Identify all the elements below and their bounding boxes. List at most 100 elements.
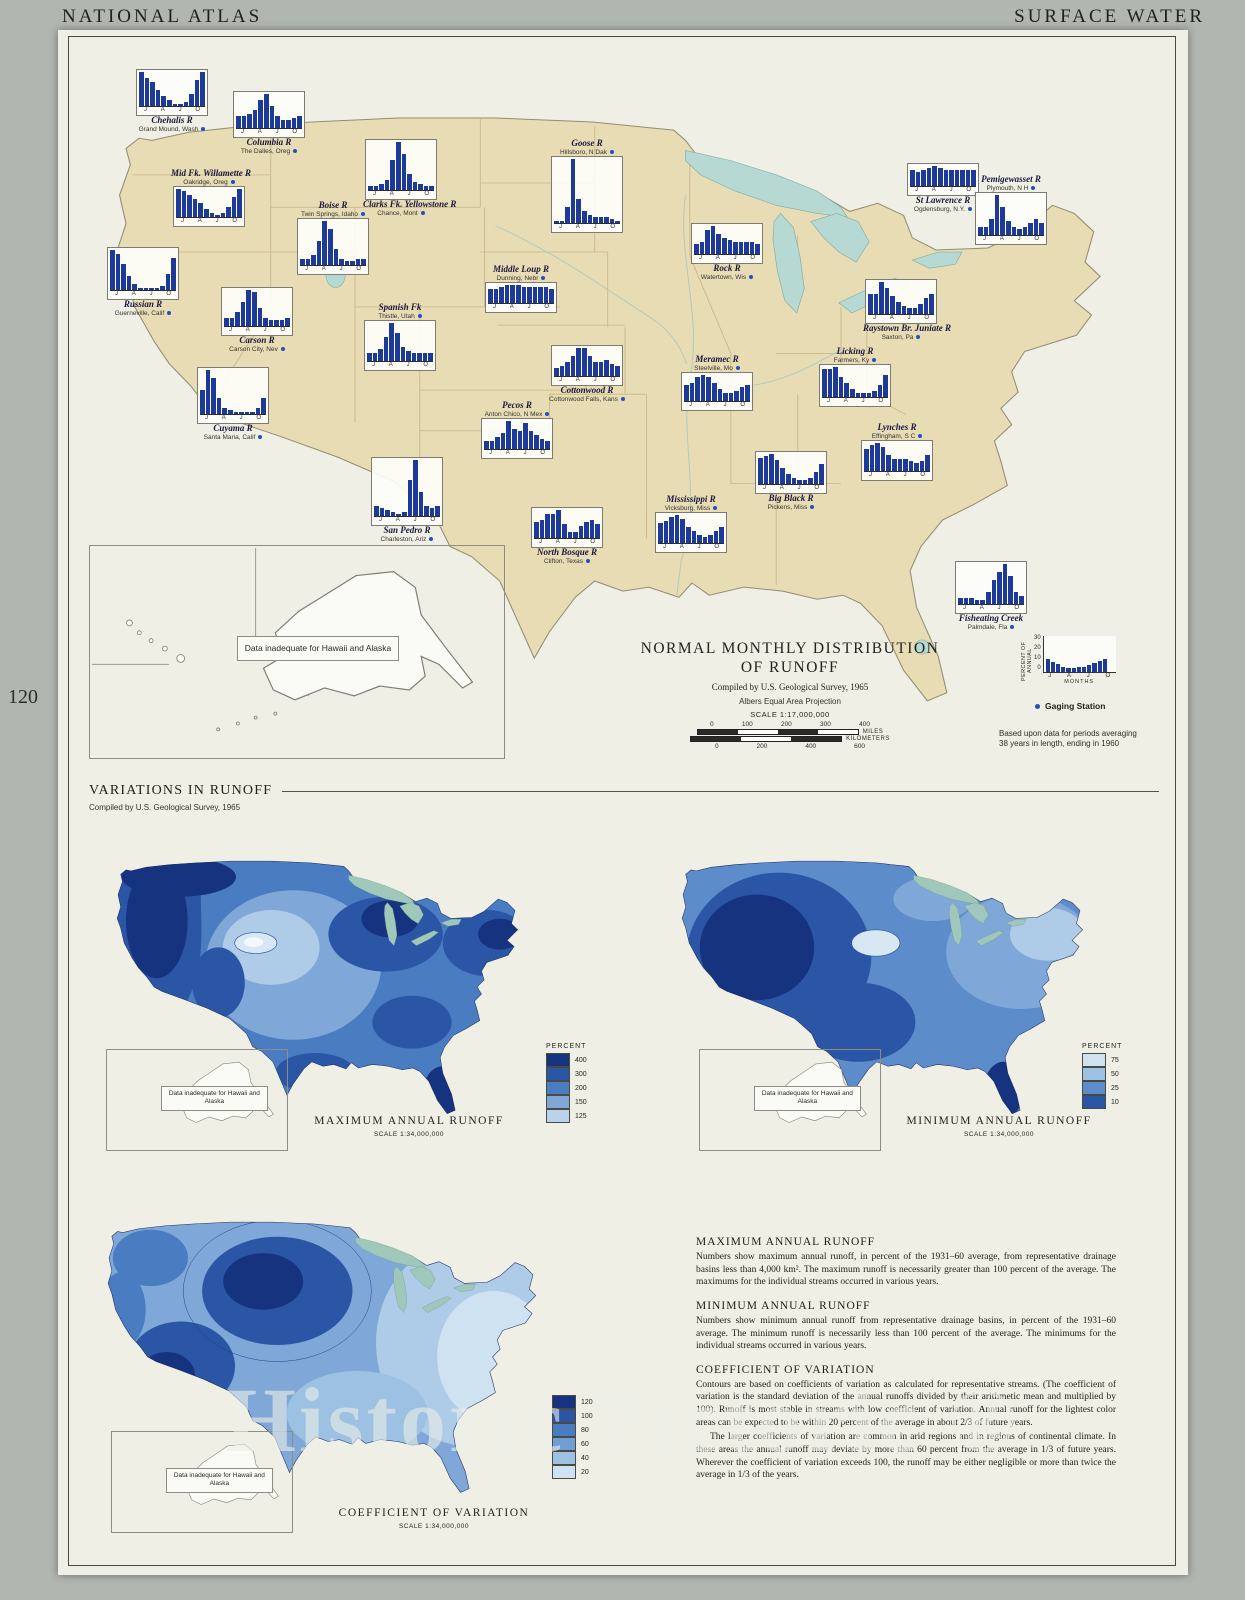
histogram-bar (274, 320, 279, 326)
histogram-bar (802, 480, 808, 484)
legend-swatch (552, 1395, 576, 1409)
legend-tick: 10 (1034, 655, 1041, 661)
station-river-name: Mississippi R (666, 494, 716, 504)
station-label: Middle Loup R Dunning, Nebr (483, 264, 559, 282)
legend-swatch (546, 1081, 570, 1095)
histogram-bar (727, 240, 733, 254)
station-place-name: Clifton, Texas (529, 558, 605, 565)
legend-bar (1092, 663, 1097, 672)
station-river-name: San Pedro R (383, 525, 431, 535)
station-place-name: The Dalles, Oreg (231, 148, 307, 155)
histogram-bar (705, 230, 710, 254)
month-label: A (679, 544, 684, 551)
histogram-bar (957, 598, 963, 604)
month-label: J (523, 450, 527, 457)
gaging-station-dot-icon (258, 435, 263, 440)
histogram-bars (373, 460, 441, 517)
histogram-bar (215, 215, 220, 218)
month-label: O (1014, 605, 1020, 611)
gaging-station-dot-icon (968, 207, 973, 212)
legend-sample-bars (1042, 636, 1116, 673)
gaging-station-pemigewasset: Pemigewasset R Plymouth, N H J A J O (973, 174, 1049, 245)
legend-row: 100 (552, 1409, 593, 1423)
station-label: Pecos R Anton Chico, N Mex (479, 400, 555, 418)
legend-label: 20 (581, 1468, 589, 1476)
month-label: J (180, 218, 184, 225)
histogram-bars (299, 221, 367, 267)
scale-segment (741, 736, 792, 741)
histogram-bar (884, 288, 890, 314)
histogram-bar (406, 351, 411, 362)
gaging-station-dot-icon (713, 506, 718, 511)
gaging-station-dot-icon (1010, 625, 1015, 630)
month-label: O (540, 450, 546, 457)
histogram-bar (394, 333, 400, 362)
month-label: A (321, 266, 326, 273)
month-label: O (814, 485, 820, 491)
histogram-bar (921, 170, 926, 186)
histogram-bars (693, 226, 761, 255)
histogram-bar (983, 227, 989, 236)
inset-map (91, 547, 474, 732)
month-label: A (1066, 673, 1071, 679)
histogram-bar (587, 356, 593, 376)
legend-title: PERCENT (1082, 1043, 1123, 1050)
scale-segment (777, 729, 818, 734)
histogram-bar (389, 323, 394, 362)
histogram-bar (166, 100, 172, 106)
histogram-bar (797, 480, 802, 484)
histogram-bar (943, 170, 949, 186)
month-label: J (228, 327, 232, 333)
histogram-bar (435, 506, 441, 516)
gaging-station-dot-icon (293, 149, 298, 154)
month-label: J (114, 291, 118, 297)
histogram-bar (739, 387, 745, 402)
histogram-bar (499, 287, 504, 304)
map-scale-label: SCALE 1:17,000,000 (750, 709, 830, 719)
month-label: A (575, 377, 580, 383)
histogram-bar (1028, 223, 1033, 236)
min-runoff-map (681, 860, 1083, 1114)
scale-segment (817, 729, 858, 734)
histogram-bar (929, 294, 935, 314)
station-river-name: Big Black R (768, 493, 814, 503)
histogram-bar (149, 288, 154, 290)
histogram-bar (428, 353, 434, 362)
station-label: Pemigewasset R Plymouth, N H (973, 174, 1049, 192)
gaging-station-cottonwood: J A J O Cottonwood R Cottonwood Falls, Kans (549, 345, 625, 403)
legend-label: 80 (581, 1426, 589, 1434)
histogram-bar (891, 459, 897, 472)
histogram-bars (109, 250, 177, 291)
legend-row: 20 (552, 1465, 593, 1479)
station-river-name: Middle Loup R (492, 264, 549, 274)
station-place-name: Effingham, S C (859, 433, 935, 440)
histogram-bar (971, 170, 977, 186)
scale-miles-ticks: 0 100 200 300 400 (710, 721, 870, 728)
histogram-bar (422, 353, 428, 362)
histogram-bar (689, 383, 695, 402)
station-river-name: Rock R (713, 263, 741, 273)
map-title-block: NORMAL MONTHLY DISTRIBUTION OF RUNOFF Co… (625, 639, 955, 750)
histogram-bar (872, 391, 877, 398)
histogram-bar (573, 532, 578, 538)
histogram-bar (609, 219, 615, 224)
gaging-station-dot-icon (417, 314, 422, 319)
histogram-bar (901, 306, 907, 314)
station-place-name: Farmers, Ky (817, 357, 893, 364)
caption-max-runoff: MAXIMUM ANNUAL RUNOFF SCALE 1:34,000,000 (244, 1115, 574, 1138)
month-label: J (304, 266, 308, 273)
legend-row: 10 (1082, 1095, 1122, 1109)
histogram-bar (883, 375, 889, 398)
histogram-bar (561, 524, 567, 538)
histogram-bar (291, 118, 297, 128)
histogram-bar (183, 102, 189, 106)
station-river-name: Licking R (836, 346, 874, 356)
month-label: A (245, 327, 250, 333)
histogram-bar (373, 506, 379, 516)
